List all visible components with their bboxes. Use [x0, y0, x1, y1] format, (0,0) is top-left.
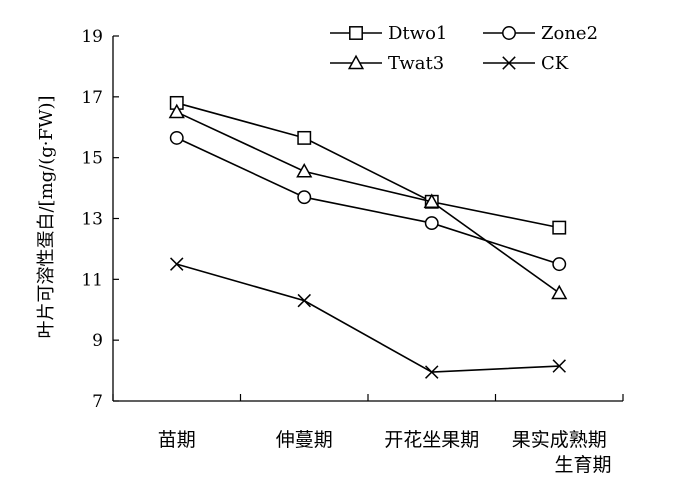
- legend-item: CK: [483, 53, 569, 74]
- legend-label: CK: [541, 53, 569, 74]
- triangle-marker: [296, 162, 313, 178]
- circle-marker: [169, 130, 184, 145]
- series-Zone2: [169, 130, 567, 272]
- legend-item: Zone2: [483, 23, 598, 44]
- triangle-marker: [551, 284, 568, 300]
- square-marker: [349, 26, 363, 40]
- y-tick-label: 13: [81, 210, 103, 230]
- y-tick-label: 7: [92, 392, 103, 412]
- series-line: [176, 111, 560, 294]
- legend-item: Dtwo1: [330, 23, 447, 44]
- x-category-label: 伸蔓期: [276, 429, 333, 451]
- x-marker: [425, 365, 439, 379]
- series-line: [176, 102, 560, 229]
- y-tick-label: 15: [81, 149, 103, 169]
- square-marker: [552, 220, 567, 235]
- legend-item: Twat3: [330, 53, 444, 74]
- triangle-marker: [168, 103, 185, 119]
- circle-marker: [424, 216, 439, 231]
- x-marker: [502, 56, 516, 70]
- square-marker: [297, 130, 312, 145]
- y-axis-title: 叶片可溶性蛋白/[mg/(g·FW)]: [36, 95, 57, 338]
- axes: 7 9 11 13 15 17 19 苗期 伸蔓期 开花坐果期 果实成熟期: [81, 27, 624, 451]
- legend-label: Zone2: [541, 23, 598, 44]
- x-marker: [552, 359, 566, 373]
- x-category-label: 苗期: [158, 429, 196, 451]
- series-line: [176, 137, 560, 265]
- x-axis-title: 生育期: [554, 454, 611, 476]
- y-tick-label: 19: [81, 27, 103, 47]
- x-marker: [297, 293, 311, 308]
- x-marker: [170, 257, 184, 271]
- triangle-marker: [347, 54, 365, 70]
- series-CK: [170, 257, 566, 379]
- legend-label: Dtwo1: [388, 23, 447, 44]
- series-line: [176, 263, 560, 373]
- circle-marker: [502, 26, 516, 40]
- x-category-label: 果实成熟期: [512, 429, 607, 451]
- y-tick-label: 17: [81, 88, 103, 108]
- series-Dtwo1: [169, 95, 567, 235]
- series-lines: [168, 95, 568, 379]
- circle-marker: [297, 190, 312, 205]
- y-tick-label: 9: [92, 331, 103, 351]
- legend: Dtwo1 Zone2 Twat3 CK: [330, 23, 598, 74]
- series-Twat3: [168, 103, 568, 300]
- triangle-marker: [423, 193, 440, 208]
- legend-label: Twat3: [388, 53, 444, 74]
- circle-marker: [552, 257, 567, 272]
- x-category-label: 开花坐果期: [384, 429, 479, 451]
- y-tick-label: 11: [81, 270, 103, 290]
